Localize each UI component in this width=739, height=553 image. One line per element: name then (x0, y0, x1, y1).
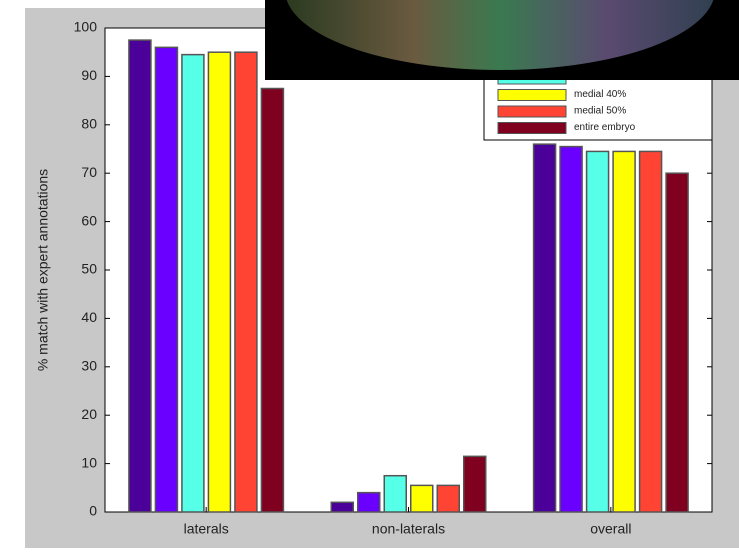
y-tick-label: 40 (81, 309, 97, 325)
bar (155, 47, 177, 512)
y-axis-label: % match with expert annotations (35, 169, 51, 371)
y-tick-label: 100 (74, 19, 98, 35)
bar (613, 151, 635, 512)
y-tick-label: 20 (81, 406, 97, 422)
y-tick-label: 60 (81, 212, 97, 228)
y-tick-label: 10 (81, 454, 97, 470)
chart: % match with expert annotations 0 10 20 30 4… (0, 0, 739, 548)
bar (235, 52, 257, 512)
page: % match with expert annotations 0 10 20 30 4… (0, 0, 739, 553)
legend-swatch (498, 123, 566, 134)
y-tick-label: 80 (81, 116, 97, 132)
y-tick-label: 0 (89, 503, 97, 519)
y-tick-label: 70 (81, 164, 97, 180)
y-tick-label: 50 (81, 261, 97, 277)
bar (437, 485, 459, 512)
y-tick-label: 30 (81, 358, 97, 374)
legend-swatch (498, 90, 566, 101)
legend-swatch (498, 106, 566, 117)
bar (534, 144, 556, 512)
bar (129, 40, 151, 512)
y-tick-label: 90 (81, 67, 97, 83)
bar (411, 485, 433, 512)
bar (331, 502, 353, 512)
bar (358, 493, 380, 512)
bar (261, 89, 283, 513)
legend-label: medial 50% (574, 106, 626, 117)
x-tick-label: non-laterals (372, 521, 445, 537)
legend-label: medial 40% (574, 89, 626, 100)
bar (666, 173, 688, 512)
bar (208, 52, 230, 512)
legend-label: entire embryo (574, 122, 636, 133)
bar (384, 476, 406, 512)
bar (182, 55, 204, 512)
bar (560, 147, 582, 512)
bar (587, 151, 609, 512)
bar (464, 456, 486, 512)
x-tick-label: overall (590, 521, 631, 537)
bar (640, 151, 662, 512)
x-tick-label: laterals (184, 521, 229, 537)
